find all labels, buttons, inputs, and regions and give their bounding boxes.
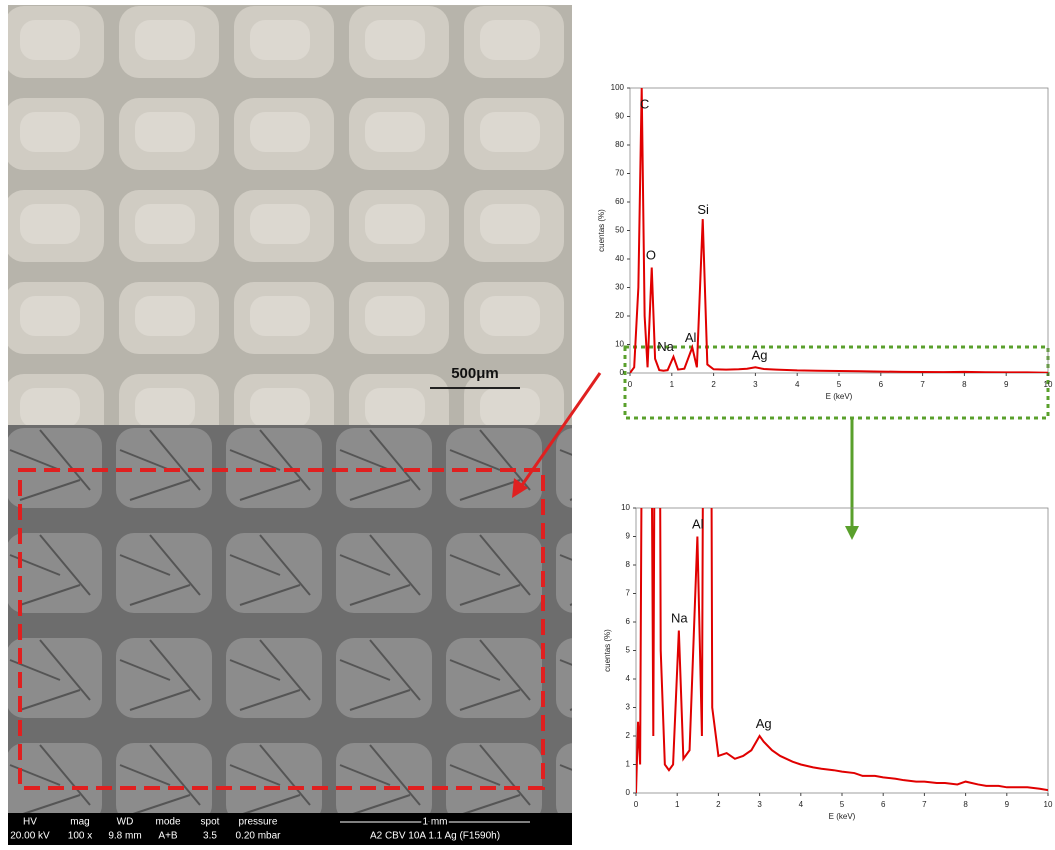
- info-value: 0.20 mbar: [235, 831, 281, 842]
- info-value: 9.8 mm: [108, 831, 141, 842]
- y-tick-label: 0: [626, 788, 631, 797]
- x-tick-label: 3: [753, 380, 758, 389]
- x-tick-label: 4: [799, 800, 804, 809]
- x-tick-label: 9: [1004, 380, 1009, 389]
- info-header: WD: [117, 817, 134, 828]
- x-tick-label: 10: [1044, 800, 1053, 809]
- x-tick-label: 7: [922, 800, 927, 809]
- y-tick-label: 10: [621, 503, 630, 512]
- peak-label: Al: [685, 330, 697, 345]
- x-tick-label: 7: [920, 380, 925, 389]
- info-value: A+B: [158, 831, 178, 842]
- y-tick-label: 6: [626, 617, 631, 626]
- x-tick-label: 1: [675, 800, 680, 809]
- x-tick-label: 5: [837, 380, 842, 389]
- y-tick-label: 9: [626, 532, 631, 541]
- y-tick-label: 50: [615, 226, 624, 235]
- x-axis-label: E (keV): [826, 392, 853, 401]
- y-tick-label: 20: [615, 311, 624, 320]
- y-tick-label: 7: [626, 589, 631, 598]
- info-header: mag: [70, 817, 89, 828]
- y-tick-label: 30: [615, 283, 624, 292]
- info-scale-label: 1 mm: [423, 817, 448, 828]
- info-header: HV: [23, 817, 37, 828]
- y-tick-label: 1: [626, 760, 631, 769]
- x-tick-label: 0: [628, 380, 633, 389]
- x-tick-label: 2: [716, 800, 721, 809]
- y-tick-label: 60: [615, 197, 624, 206]
- optical-image: [8, 5, 572, 425]
- y-tick-label: 8: [626, 560, 631, 569]
- info-header: mode: [155, 817, 180, 828]
- info-value: 100 x: [68, 831, 92, 842]
- x-tick-label: 9: [1005, 800, 1010, 809]
- y-axis-label: cuentas (%): [603, 629, 612, 672]
- info-sample: A2 CBV 10A 1.1 Ag (F1590h): [370, 831, 500, 842]
- figure: 500μm HV 20.00 kV mag 100 x WD 9.8 mm mode A+B s…: [0, 0, 1055, 845]
- y-tick-label: 4: [626, 674, 631, 683]
- y-tick-label: 5: [626, 646, 631, 655]
- y-tick-label: 40: [615, 254, 624, 263]
- scale-label: 500μm: [451, 365, 499, 382]
- y-axis-label: cuentas (%): [597, 209, 606, 252]
- x-tick-label: 1: [670, 380, 675, 389]
- x-tick-label: 6: [879, 380, 884, 389]
- x-tick-label: 8: [963, 800, 968, 809]
- x-tick-label: 3: [757, 800, 762, 809]
- y-tick-label: 70: [615, 169, 624, 178]
- info-value: 20.00 kV: [10, 831, 50, 842]
- x-axis-label: E (keV): [829, 812, 856, 821]
- y-tick-label: 80: [615, 140, 624, 149]
- x-tick-label: 0: [634, 800, 639, 809]
- y-tick-label: 3: [626, 703, 631, 712]
- x-tick-label: 6: [881, 800, 886, 809]
- x-tick-label: 10: [1044, 380, 1053, 389]
- y-tick-label: 2: [626, 731, 631, 740]
- arrow-head: [845, 526, 859, 540]
- peak-label: O: [646, 248, 656, 263]
- y-tick-label: 100: [611, 83, 625, 92]
- peak-label: Na: [671, 611, 688, 626]
- peak-label: Al: [692, 517, 704, 532]
- y-tick-label: 0: [620, 368, 625, 377]
- y-tick-label: 10: [615, 340, 624, 349]
- sem-image: [8, 425, 572, 813]
- info-value: 3.5: [203, 831, 217, 842]
- peak-label: Ag: [756, 716, 772, 731]
- peak-label: Ag: [752, 347, 768, 362]
- x-tick-label: 8: [962, 380, 967, 389]
- y-tick-label: 90: [615, 112, 624, 121]
- peak-label: Si: [697, 202, 709, 217]
- x-tick-label: 2: [711, 380, 716, 389]
- peak-label: Na: [657, 339, 674, 354]
- info-header: spot: [201, 817, 220, 828]
- x-tick-label: 5: [840, 800, 845, 809]
- x-tick-label: 4: [795, 380, 800, 389]
- info-header: pressure: [239, 817, 278, 828]
- peak-label: C: [640, 97, 649, 112]
